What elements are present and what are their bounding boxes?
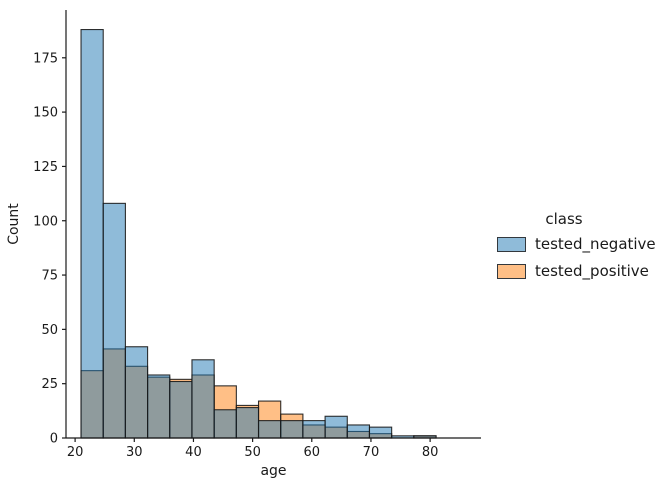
histogram-bar — [213, 409, 237, 439]
histogram-bar — [124, 346, 149, 439]
x-axis: 20 30 40 50 60 70 80 — [67, 438, 439, 460]
y-tick-label: 50 — [41, 323, 58, 338]
x-tick-label: 50 — [244, 445, 261, 460]
y-tick-label: 25 — [41, 377, 58, 392]
y-tick-label: 75 — [41, 269, 58, 284]
histogram-bar — [191, 359, 215, 439]
legend-label: tested_negative — [535, 235, 656, 253]
y-axis-label: Count — [6, 203, 22, 245]
x-tick-label: 30 — [126, 445, 143, 460]
histogram-bar — [147, 374, 171, 439]
y-tick-label: 175 — [33, 51, 58, 66]
legend: class tested_negative tested_positive — [497, 210, 659, 289]
y-tick-label: 0 — [50, 432, 58, 447]
x-tick-label: 60 — [304, 445, 321, 460]
histogram-bar — [235, 407, 260, 439]
histogram-bar — [102, 202, 126, 439]
bars-group — [80, 28, 437, 439]
histogram-bar — [257, 420, 282, 439]
series-tested_negative — [80, 28, 437, 439]
y-tick-label: 150 — [33, 106, 58, 121]
y-tick-label: 125 — [33, 160, 58, 175]
histogram-bar — [346, 424, 371, 439]
histogram-bar — [302, 420, 326, 439]
legend-label: tested_positive — [535, 262, 649, 280]
x-tick-label: 80 — [422, 445, 439, 460]
legend-entry-positive: tested_positive — [497, 262, 659, 280]
histogram-bar — [280, 420, 304, 439]
histogram-bar — [368, 426, 393, 439]
histogram-bar — [324, 415, 348, 439]
x-tick-label: 70 — [363, 445, 380, 460]
legend-swatch-1 — [497, 263, 526, 279]
x-tick-label: 20 — [67, 445, 84, 460]
histogram-bar — [80, 28, 104, 439]
legend-title: class — [545, 210, 583, 228]
legend-swatch-0 — [497, 236, 526, 252]
y-tick-label: 100 — [33, 214, 58, 229]
x-tick-label: 40 — [185, 445, 202, 460]
x-axis-label: age — [260, 463, 286, 479]
histogram-bar — [169, 380, 193, 439]
y-axis: 0 25 50 75 100 125 150 175 — [33, 51, 66, 447]
legend-entry-negative: tested_negative — [497, 235, 659, 253]
